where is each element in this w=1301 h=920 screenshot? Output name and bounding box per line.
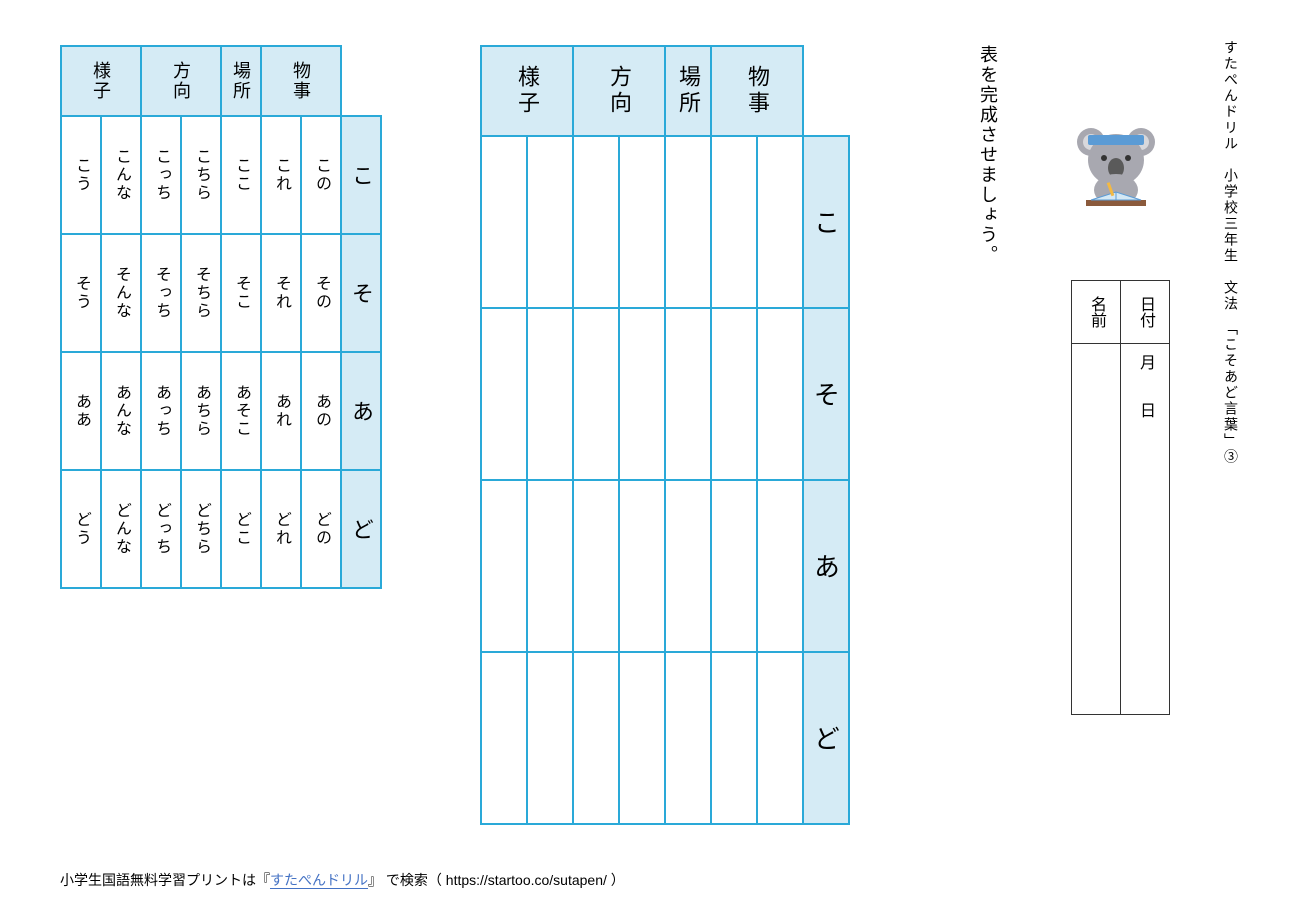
blank-cell[interactable]	[527, 652, 573, 824]
answer-cell: どう	[61, 470, 101, 588]
answer-cell: こちら	[181, 116, 221, 234]
answer-cell: あそこ	[221, 352, 261, 470]
answer-cell: この	[301, 116, 341, 234]
answer-cell: あんな	[101, 352, 141, 470]
name-field[interactable]	[1072, 344, 1120, 714]
worksheet-title: すたぺんドリル 小学校三年生 文法 「こそあど言葉」③	[1221, 40, 1241, 465]
answer-cell: そんな	[101, 234, 141, 352]
answer-table: 様子 方向 場所 物事 こう こんな こっち こちら ここ これ この こ そう…	[60, 45, 382, 589]
footer-link[interactable]: すたぺんドリル	[270, 872, 368, 889]
answer-cell: そちら	[181, 234, 221, 352]
answer-cell: どんな	[101, 470, 141, 588]
blank-cell[interactable]	[481, 480, 527, 652]
row-header: そ	[803, 308, 849, 480]
answer-cell: どの	[301, 470, 341, 588]
row-header: こ	[341, 116, 381, 234]
blank-cell[interactable]	[711, 652, 757, 824]
blank-cell[interactable]	[481, 652, 527, 824]
answer-cell: あちら	[181, 352, 221, 470]
blank-cell[interactable]	[573, 308, 619, 480]
blank-cell[interactable]	[711, 136, 757, 308]
name-label: 名前	[1072, 281, 1120, 344]
worksheet-table-blank: 様子 方向 場所 物事 こ そ あ	[480, 45, 850, 825]
answer-cell: そこ	[221, 234, 261, 352]
answer-cell: こっち	[141, 116, 181, 234]
answer-cell: こんな	[101, 116, 141, 234]
answer-cell: あの	[301, 352, 341, 470]
blank-cell[interactable]	[665, 136, 711, 308]
category-header: 様子	[481, 46, 573, 136]
instruction-text: 表を完成させましょう。	[975, 45, 1001, 265]
blank-cell[interactable]	[757, 308, 803, 480]
category-header: 方向	[141, 46, 221, 116]
footer-text: 小学生国語無料学習プリントは『すたぺんドリル』 で検索（ https://sta…	[60, 870, 625, 890]
blank-cell[interactable]	[481, 308, 527, 480]
koala-illustration	[1071, 120, 1161, 220]
answer-cell: ここ	[221, 116, 261, 234]
blank-cell[interactable]	[573, 652, 619, 824]
row-header: こ	[803, 136, 849, 308]
blank-cell[interactable]	[573, 480, 619, 652]
answer-cell: どっち	[141, 470, 181, 588]
blank-cell[interactable]	[665, 652, 711, 824]
answer-cell: その	[301, 234, 341, 352]
date-field[interactable]: 月 日	[1121, 344, 1169, 544]
blank-cell[interactable]	[619, 480, 665, 652]
category-header: 物事	[711, 46, 803, 136]
blank-cell[interactable]	[619, 308, 665, 480]
category-header: 物事	[261, 46, 341, 116]
answer-cell: どれ	[261, 470, 301, 588]
row-header: あ	[341, 352, 381, 470]
answer-cell: これ	[261, 116, 301, 234]
blank-cell[interactable]	[527, 136, 573, 308]
answer-cell: どこ	[221, 470, 261, 588]
row-header: あ	[803, 480, 849, 652]
answer-cell: それ	[261, 234, 301, 352]
answer-cell: こう	[61, 116, 101, 234]
blank-cell[interactable]	[481, 136, 527, 308]
date-label: 日付	[1121, 281, 1169, 344]
student-info-box: 名前 日付 月 日	[1071, 280, 1171, 715]
category-header: 場所	[221, 46, 261, 116]
blank-cell[interactable]	[527, 480, 573, 652]
answer-cell: ああ	[61, 352, 101, 470]
blank-cell[interactable]	[711, 308, 757, 480]
blank-cell[interactable]	[619, 136, 665, 308]
blank-cell[interactable]	[527, 308, 573, 480]
answer-cell: そう	[61, 234, 101, 352]
row-header: ど	[803, 652, 849, 824]
blank-cell[interactable]	[665, 308, 711, 480]
blank-cell[interactable]	[619, 652, 665, 824]
answer-cell: どちら	[181, 470, 221, 588]
answer-cell: そっち	[141, 234, 181, 352]
row-header: そ	[341, 234, 381, 352]
category-header: 場所	[665, 46, 711, 136]
blank-cell[interactable]	[665, 480, 711, 652]
answer-cell: あっち	[141, 352, 181, 470]
category-header: 方向	[573, 46, 665, 136]
blank-cell[interactable]	[757, 652, 803, 824]
blank-cell[interactable]	[757, 480, 803, 652]
blank-cell[interactable]	[573, 136, 619, 308]
blank-cell[interactable]	[757, 136, 803, 308]
category-header: 様子	[61, 46, 141, 116]
row-header: ど	[341, 470, 381, 588]
blank-cell[interactable]	[711, 480, 757, 652]
answer-cell: あれ	[261, 352, 301, 470]
